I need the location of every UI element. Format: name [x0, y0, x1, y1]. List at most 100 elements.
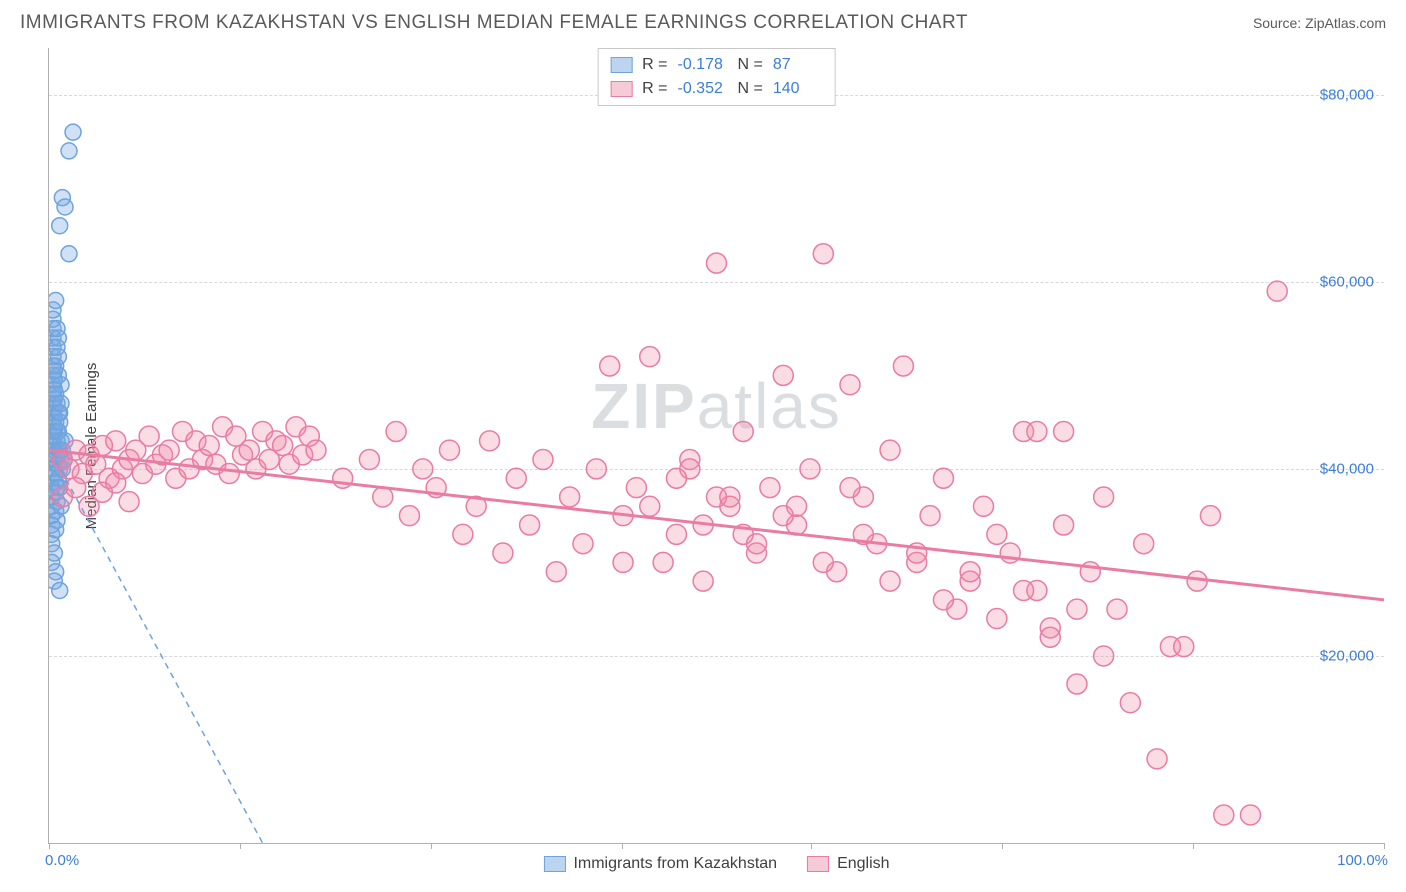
data-point	[1134, 534, 1154, 554]
data-point	[573, 534, 593, 554]
data-point	[1174, 637, 1194, 657]
data-point	[453, 524, 473, 544]
data-point	[880, 440, 900, 460]
data-point	[613, 552, 633, 572]
trend-line	[50, 450, 262, 843]
data-point	[586, 459, 606, 479]
data-point	[1054, 421, 1074, 441]
x-tick	[1002, 843, 1003, 849]
data-point	[199, 436, 219, 456]
chart-title: IMMIGRANTS FROM KAZAKHSTAN VS ENGLISH ME…	[20, 12, 968, 34]
legend-swatch-english	[610, 81, 632, 97]
data-point	[893, 356, 913, 376]
data-point	[139, 426, 159, 446]
data-point	[626, 478, 646, 498]
data-point	[159, 440, 179, 460]
data-point	[1214, 805, 1234, 825]
scatter-plot-svg	[49, 48, 1384, 843]
n-value-kazakhstan: 87	[773, 53, 823, 77]
data-point	[66, 478, 86, 498]
data-point	[760, 478, 780, 498]
data-point	[693, 571, 713, 591]
data-point	[1054, 515, 1074, 535]
data-point	[306, 440, 326, 460]
data-point	[920, 506, 940, 526]
x-tick	[431, 843, 432, 849]
data-point	[987, 524, 1007, 544]
data-point	[1267, 281, 1287, 301]
r-value-kazakhstan: -0.178	[678, 53, 728, 77]
legend-item-kazakhstan: Immigrants from Kazakhstan	[543, 855, 777, 873]
data-point	[1014, 580, 1034, 600]
data-point	[1241, 805, 1261, 825]
data-point	[960, 562, 980, 582]
data-point	[61, 143, 77, 159]
data-point	[49, 321, 65, 337]
x-axis-max-label: 100.0%	[1337, 852, 1388, 869]
data-point	[1040, 627, 1060, 647]
data-point	[65, 124, 81, 140]
data-point	[273, 436, 293, 456]
data-point	[653, 552, 673, 572]
data-point	[933, 590, 953, 610]
data-point	[493, 543, 513, 563]
data-point	[373, 487, 393, 507]
data-point	[560, 487, 580, 507]
legend-item-english: English	[807, 855, 889, 873]
correlation-legend: R = -0.178 N = 87 R = -0.352 N = 140	[597, 48, 836, 106]
data-point	[640, 347, 660, 367]
data-point	[52, 218, 68, 234]
data-point	[840, 478, 860, 498]
data-point	[106, 473, 126, 493]
data-point	[813, 244, 833, 264]
r-value-english: -0.352	[678, 77, 728, 101]
legend-row-english: R = -0.352 N = 140	[610, 77, 823, 101]
data-point	[787, 496, 807, 516]
legend-swatch-kazakhstan	[610, 57, 632, 73]
data-point	[800, 459, 820, 479]
x-tick	[622, 843, 623, 849]
data-point	[773, 365, 793, 385]
data-point	[840, 375, 860, 395]
data-point	[1067, 674, 1087, 694]
data-point	[666, 468, 686, 488]
x-tick	[49, 843, 50, 849]
legend-row-kazakhstan: R = -0.178 N = 87	[610, 53, 823, 77]
data-point	[720, 487, 740, 507]
chart-plot-area: ZIPatlas R = -0.178 N = 87 R = -0.352 N …	[48, 48, 1384, 844]
source-link[interactable]: ZipAtlas.com	[1305, 15, 1386, 31]
legend-swatch-english-icon	[807, 856, 829, 872]
data-point	[61, 246, 77, 262]
data-point	[520, 515, 540, 535]
data-point	[49, 522, 64, 538]
data-point	[733, 421, 753, 441]
data-point	[933, 468, 953, 488]
x-tick	[1193, 843, 1194, 849]
data-point	[219, 464, 239, 484]
data-point	[1094, 487, 1114, 507]
x-tick	[811, 843, 812, 849]
data-point	[1107, 599, 1127, 619]
data-point	[600, 356, 620, 376]
data-point	[1147, 749, 1167, 769]
data-point	[1120, 693, 1140, 713]
data-point	[386, 421, 406, 441]
data-point	[1027, 421, 1047, 441]
data-point	[747, 534, 767, 554]
x-tick	[1384, 843, 1385, 849]
data-point	[707, 253, 727, 273]
data-point	[974, 496, 994, 516]
data-point	[359, 450, 379, 470]
data-point	[239, 440, 259, 460]
data-point	[440, 440, 460, 460]
data-point	[399, 506, 419, 526]
data-point	[413, 459, 433, 479]
data-point	[52, 582, 68, 598]
data-point	[1094, 646, 1114, 666]
data-point	[1067, 599, 1087, 619]
x-axis-min-label: 0.0%	[45, 852, 79, 869]
data-point	[880, 571, 900, 591]
data-point	[53, 395, 69, 411]
data-point	[533, 450, 553, 470]
data-point	[546, 562, 566, 582]
